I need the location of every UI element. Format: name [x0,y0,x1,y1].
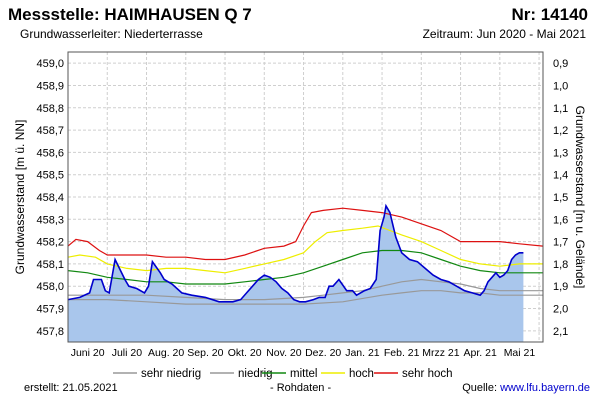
raw-data-note: - Rohdaten - [270,382,332,394]
y2-tick-label: 2,0 [553,304,568,316]
y2-tick-label: 1,9 [553,281,568,293]
y2-tick-label: 1,2 [553,125,568,137]
x-month-label: Feb. 21 [384,347,420,359]
measured-area [68,205,524,342]
y-tick-label: 458,4 [36,192,64,204]
x-month-label: Aug. 20 [148,347,184,359]
y-tick-label: 458,8 [36,103,64,115]
station-title: Messstelle: HAIMHAUSEN Q 7 [8,5,252,24]
y2-tick-label: 1,1 [553,103,568,115]
y-tick-label: 459,0 [36,58,64,70]
legend-label: sehr hoch [402,368,453,380]
y2-tick-label: 1,3 [553,147,568,159]
legend-label: sehr niedrig [141,368,201,380]
y2-tick-label: 1,8 [553,259,568,271]
y-tick-label: 458,5 [36,170,64,182]
x-month-label: Dez. 20 [305,347,341,359]
station-number: Nr: 14140 [511,5,588,24]
y-tick-label: 457,9 [36,304,64,316]
y-tick-label: 458,0 [36,281,64,293]
measured-line [67,203,524,303]
series-line-sehr-hoch [67,207,544,261]
x-month-label: Mai 21 [504,347,536,359]
y2-axis-label: Grundwasserstand [m u. Gelände] [573,106,587,289]
x-month-label: Sep. 20 [187,347,223,359]
y-tick-label: 458,2 [36,237,64,249]
y2-tick-label: 1,5 [553,192,568,204]
legend-label: niedrig [238,368,273,380]
y-tick-label: 458,6 [36,147,64,159]
x-month-label: Mrzz 21 [422,347,460,359]
source-credit: Quelle: www.lfu.bayern.de [462,382,590,394]
source-link[interactable]: www.lfu.bayern.de [500,382,590,394]
legend-label: hoch [349,368,374,380]
series-line-sehr-niedrig [68,290,543,305]
x-month-label: Okt. 20 [228,347,262,359]
y-tick-label: 458,1 [36,259,64,271]
y2-tick-label: 2,1 [553,326,568,338]
x-month-label: Apr. 21 [464,347,497,359]
plot-frame [67,51,544,343]
created-date: erstellt: 21.05.2021 [24,382,118,394]
series-line-hoch [67,225,543,274]
y2-tick-label: 1,0 [553,80,568,92]
y-tick-label: 458,3 [36,214,64,226]
y-tick-label: 458,9 [36,80,64,92]
x-month-label: Nov. 20 [266,347,302,359]
source-label: Quelle: [462,382,501,394]
x-month-label: Jan. 21 [345,347,380,359]
y2-tick-label: 1,6 [553,214,568,226]
y2-tick-label: 1,7 [553,237,568,249]
series-line-niedrig [68,278,543,301]
period-label: Zeitraum: Jun 2020 - Mai 2021 [422,27,586,41]
y2-tick-label: 1,4 [553,170,568,182]
x-month-label: Juni 20 [71,347,105,359]
series-line-mittel [67,249,543,285]
aquifer-label: Grundwasserleiter: Niederterrasse [20,27,203,41]
y-tick-label: 457,8 [36,326,64,338]
legend-label: mittel [290,368,317,380]
x-month-label: Juli 20 [112,347,143,359]
y-tick-label: 458,7 [36,125,64,137]
y2-tick-label: 0,9 [553,58,568,70]
y-axis-label: Grundwasserstand [m ü. NN] [13,120,27,275]
